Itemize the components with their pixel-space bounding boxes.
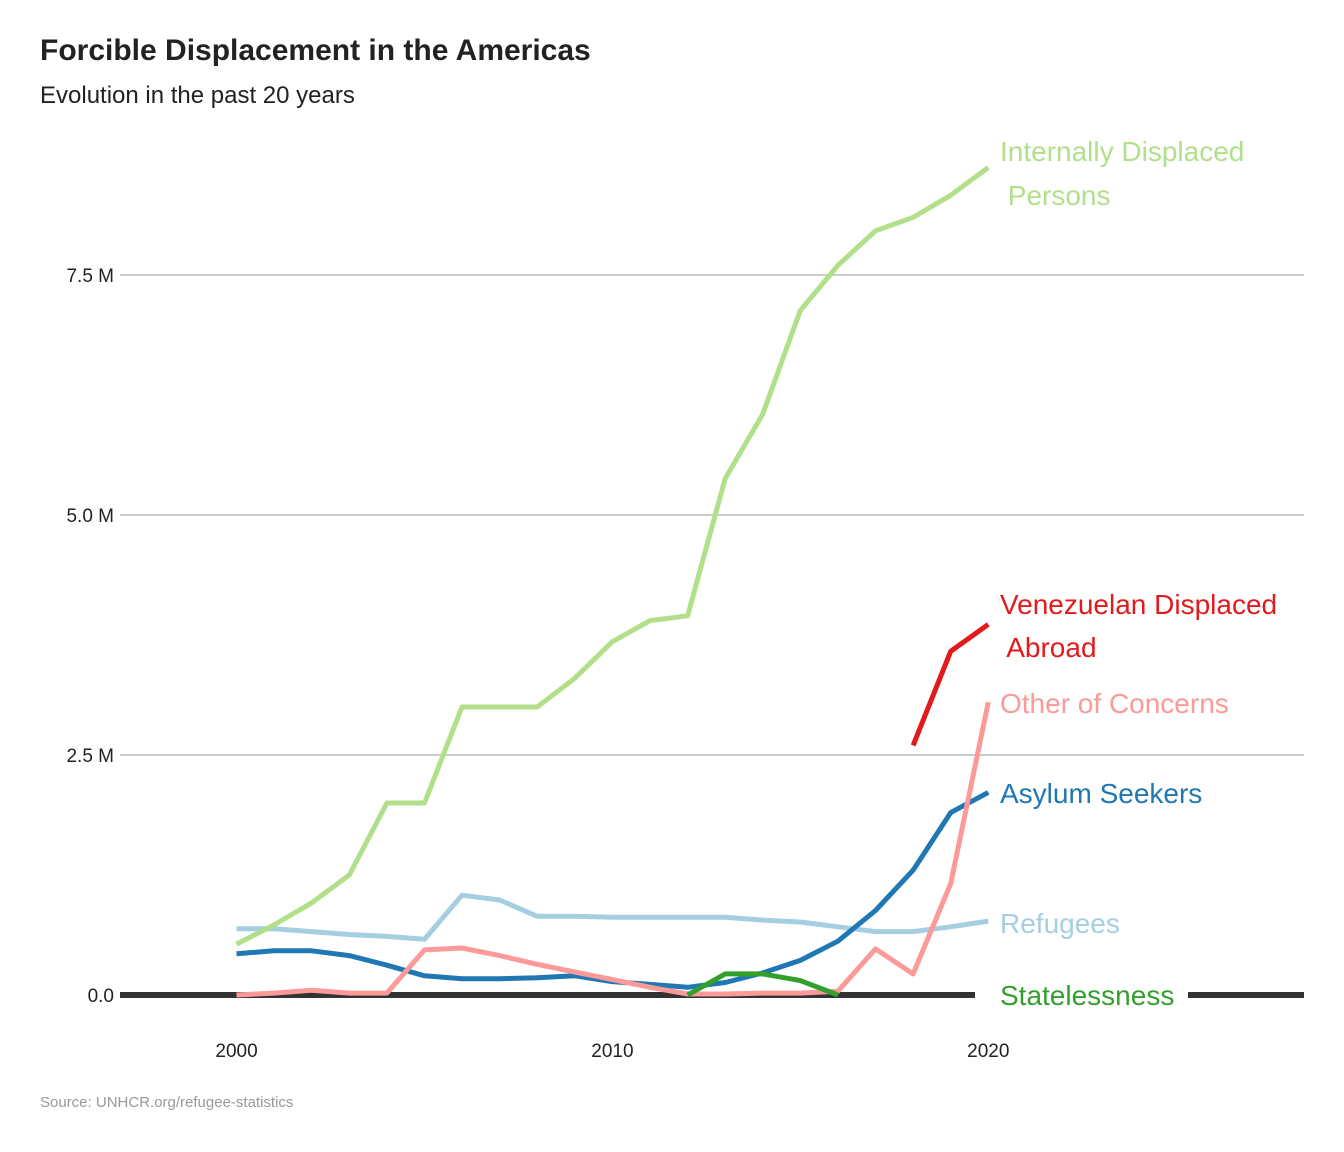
chart-title: Forcible Displacement in the Americas	[40, 34, 591, 67]
y-tick-label: 5.0 M	[66, 506, 114, 527]
grid-layer	[120, 274, 1304, 756]
series-label-line: Statelessness	[1000, 980, 1174, 1011]
x-tick-label: 2020	[967, 1041, 1009, 1062]
axis-layer: 0.0 2.5 M 5.0 M 7.5 M 2000 2010 2020	[66, 266, 1304, 1062]
y-tick-label: 7.5 M	[66, 266, 114, 287]
x-tick-label: 2010	[591, 1041, 633, 1062]
series-label-line: Abroad	[1000, 632, 1097, 663]
series-label-line: Venezuelan Displaced	[1000, 589, 1277, 620]
series-label-line: Other of Concerns	[1000, 688, 1229, 719]
series-label-stateless: Statelessness	[1000, 980, 1174, 1011]
y-tick-label: 2.5 M	[66, 746, 114, 767]
series-label-line: Internally Displaced	[1000, 136, 1244, 167]
series-layer	[235, 165, 991, 998]
series-label-line: Refugees	[1000, 908, 1120, 939]
source-note: Source: UNHCR.org/refugee-statistics	[40, 1094, 294, 1111]
series-line-other	[236, 701, 991, 998]
series-label-line: Asylum Seekers	[1000, 778, 1202, 809]
series-label-asylum: Asylum Seekers	[1000, 778, 1202, 809]
series-line-venezuelan	[910, 622, 990, 747]
series-label-venezuelan: Venezuelan Displaced Abroad	[1000, 589, 1277, 663]
chart-subtitle: Evolution in the past 20 years	[40, 82, 355, 109]
series-line-stateless	[686, 971, 839, 998]
series-label-idp: Internally Displaced Persons	[1000, 136, 1244, 211]
series-label-refugees: Refugees	[1000, 908, 1120, 939]
series-label-line: Persons	[1000, 180, 1111, 211]
x-tick-label: 2000	[215, 1041, 257, 1062]
label-layer: Internally Displaced Persons Venezuelan D…	[1000, 136, 1277, 1011]
series-line-refugees	[236, 892, 989, 942]
series-label-other: Other of Concerns	[1000, 688, 1229, 719]
series-line-idp	[235, 165, 990, 947]
series-line-asylum	[236, 790, 990, 990]
y-tick-label: 0.0	[88, 986, 114, 1007]
